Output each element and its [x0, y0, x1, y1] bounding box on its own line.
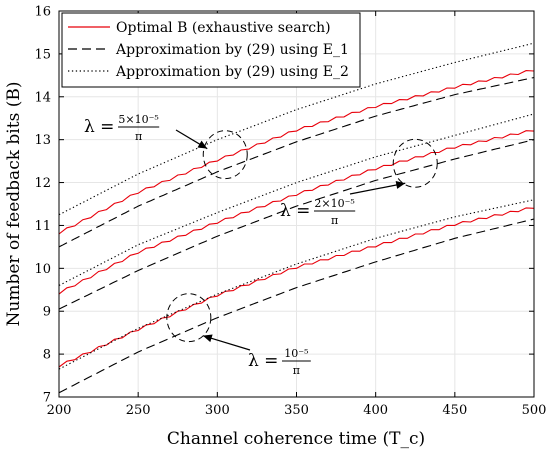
lambda-label-3: λ =: [248, 351, 278, 371]
x-tick-label: 250: [126, 403, 151, 418]
lambda-denominator-3: π: [293, 364, 300, 377]
lambda-numerator-1: 5×10⁻⁵: [118, 113, 158, 126]
y-tick-label: 12: [34, 176, 51, 191]
axes: 200 250 300 350 400 450 500 7 8 9 10 11 12 13 14 15 16: [34, 5, 546, 419]
series-line-dashed-group-1: [58, 76, 535, 248]
annotation-arrowhead-1: [197, 140, 208, 149]
lambda-numerator-3: 10⁻⁵: [284, 347, 308, 360]
legend-box: [61, 12, 361, 88]
annotation-arrowhead-2: [395, 181, 406, 189]
x-axis-title-text: Channel coherence time (T_c): [167, 429, 425, 449]
y-axis-title-text: Number of feedback bits (B): [4, 82, 24, 327]
y-tick-label: 15: [34, 47, 51, 62]
y-tick-label: 7: [43, 391, 51, 406]
x-tick-label: 300: [205, 403, 230, 418]
lambda-denominator-2: π: [331, 214, 338, 227]
series-line-solid-group-1: [58, 70, 535, 235]
series-lines: [58, 42, 535, 394]
x-axis-title: Channel coherence time (T_c): [167, 429, 425, 449]
annotation-circle-3: [166, 293, 212, 343]
series-line-solid-group-2: [58, 130, 535, 295]
x-tick-label: 350: [284, 403, 309, 418]
annotation-circle-1: [202, 130, 248, 180]
annotation-arrow-2: [349, 182, 406, 195]
series-line-dotted-group-1: [58, 42, 535, 216]
y-tick-label: 10: [34, 262, 51, 277]
y-tick-label: 8: [43, 348, 51, 363]
x-tick-label: 450: [442, 403, 467, 418]
y-tick-label: 13: [34, 133, 51, 148]
series-line-dashed-group-3: [58, 218, 535, 394]
lambda-label-2: λ =: [280, 201, 310, 221]
series-line-dashed-group-2: [58, 139, 535, 310]
annotation-arrowhead-3: [202, 334, 213, 343]
lambda-denominator-1: π: [135, 130, 142, 143]
lambda-label-1: λ =: [84, 117, 114, 137]
legend-label-solid: Optimal B (exhaustive search): [116, 20, 331, 36]
x-tick-label: 500: [522, 403, 547, 418]
y-tick-label: 9: [43, 305, 51, 320]
legend: Optimal B (exhaustive search) Approximati…: [61, 12, 361, 88]
series-line-dotted-group-3: [58, 199, 535, 370]
x-tick-label: 400: [363, 403, 388, 418]
y-tick-label: 16: [34, 5, 51, 20]
legend-label-dashed: Approximation by (29) using E_1: [115, 42, 349, 58]
y-tick-label: 11: [34, 219, 51, 234]
annotations: λ = 5×10⁻⁵ π λ = 2×10⁻⁵ π λ = 10⁻⁵ π: [84, 113, 438, 377]
y-axis-title: Number of feedback bits (B): [4, 82, 24, 327]
lambda-numerator-2: 2×10⁻⁵: [314, 197, 354, 210]
y-tick-label: 14: [34, 90, 51, 105]
series-line-solid-group-3: [58, 207, 535, 368]
legend-label-dotted: Approximation by (29) using E_2: [115, 64, 349, 80]
x-tick-label: 200: [47, 403, 72, 418]
annotation-circle-2: [392, 138, 438, 188]
